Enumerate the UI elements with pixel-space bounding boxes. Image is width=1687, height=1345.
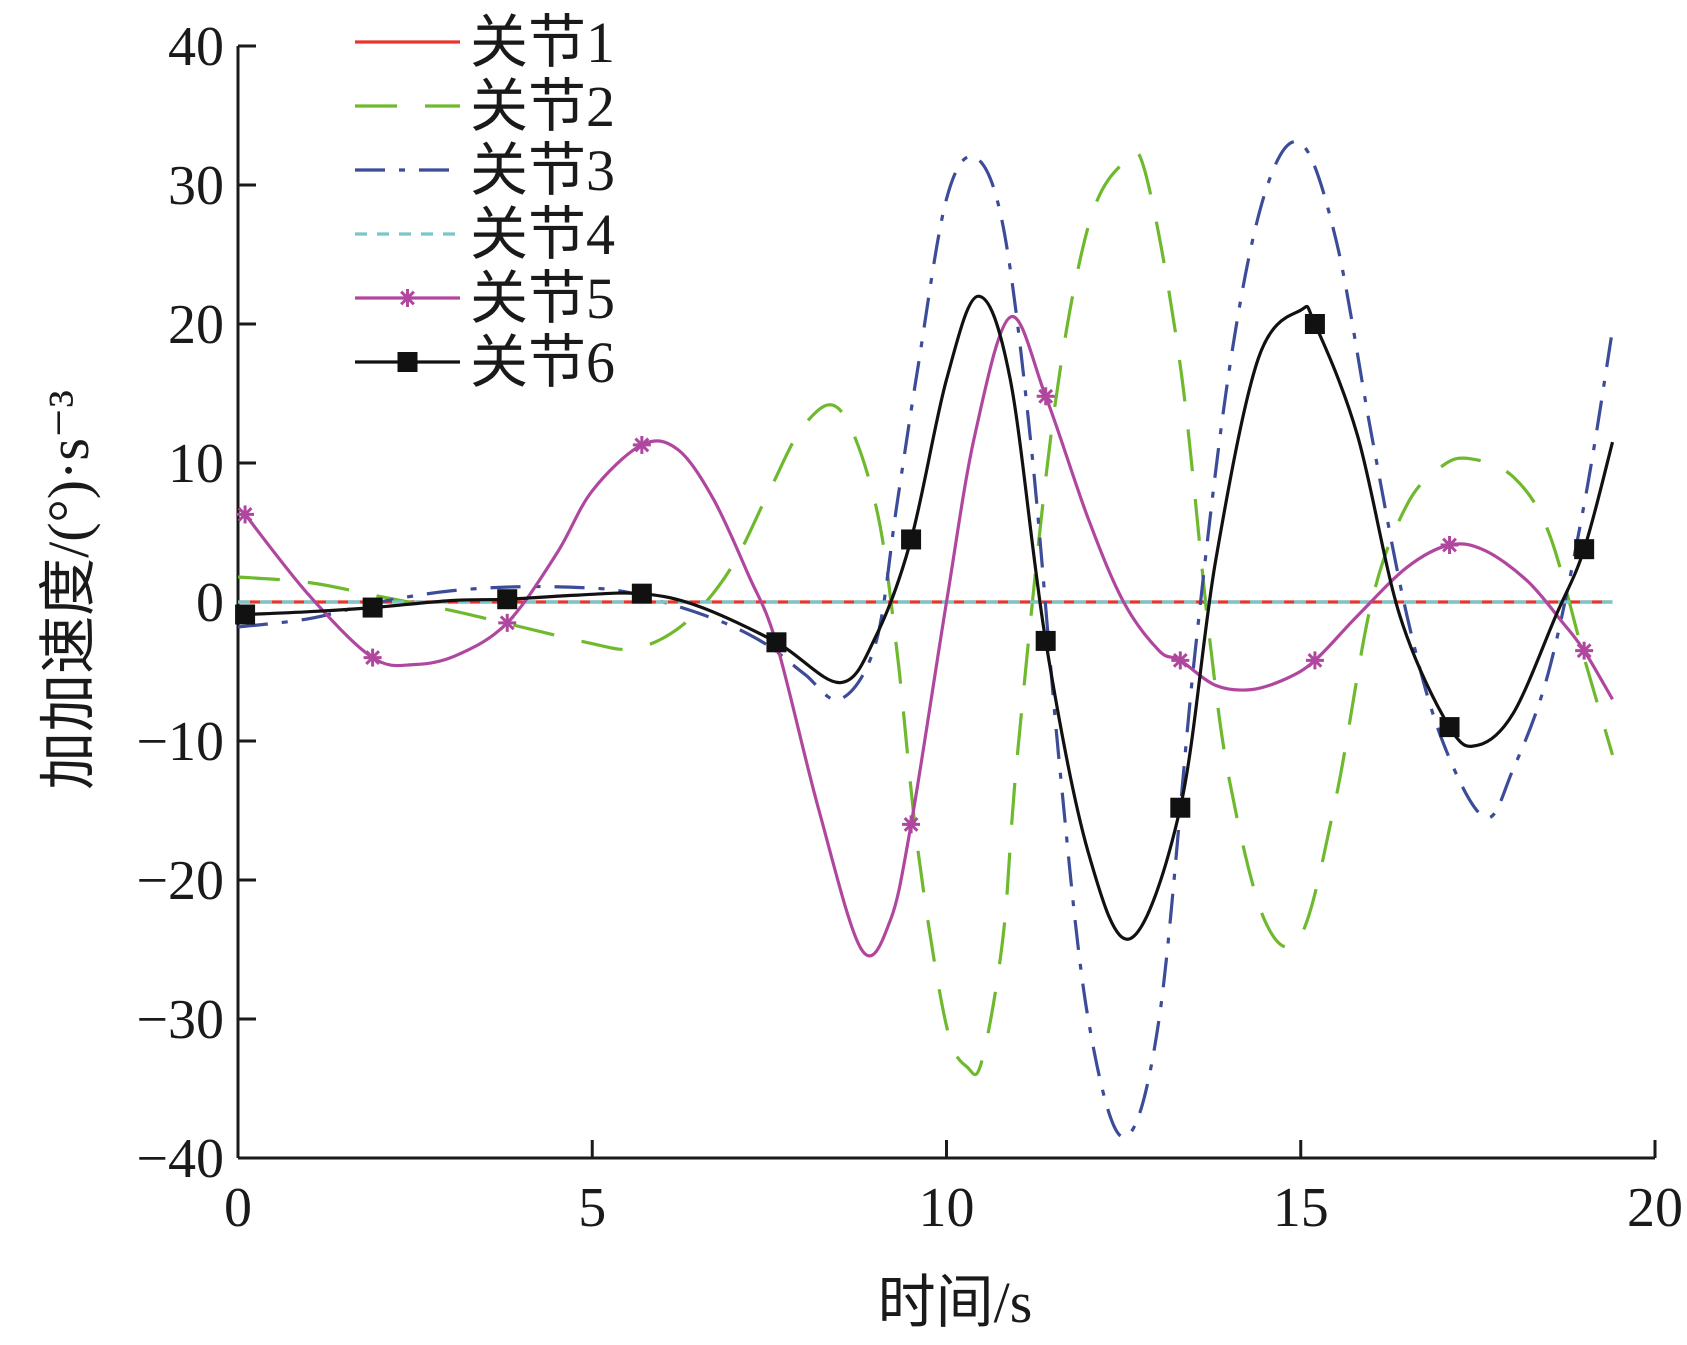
marker-asterisk (902, 815, 921, 834)
legend-label-3: 关节3 (470, 138, 615, 203)
marker-asterisk (1440, 536, 1459, 555)
marker-square (1035, 630, 1056, 651)
x-tick-label: 15 (1273, 1177, 1329, 1239)
x-axis-title: 时间/s (878, 1270, 1033, 1335)
y-tick-label: 40 (168, 16, 224, 78)
x-tick-label: 10 (919, 1177, 975, 1239)
series-line-5 (243, 315, 1614, 958)
marker-square (901, 529, 922, 550)
marker-square (766, 632, 787, 653)
series-line-2 (237, 149, 1615, 1077)
marker-square (1439, 717, 1460, 738)
y-tick-label: −40 (136, 1128, 224, 1190)
y-tick-label: −10 (136, 711, 224, 773)
y-tick-label: −20 (136, 850, 224, 912)
legend-marker-asterisk (398, 289, 417, 307)
marker-asterisk (498, 613, 517, 632)
y-tick-label: −30 (136, 989, 224, 1051)
series-line-3 (237, 140, 1615, 1139)
plot-markers (235, 314, 1595, 834)
legend-marker-square (397, 352, 418, 372)
marker-asterisk (1036, 387, 1055, 406)
x-tick-label: 5 (578, 1177, 606, 1239)
y-tick-label: 20 (168, 294, 224, 356)
y-axis-title: 加加速度/(°)·s⁻³ (36, 390, 101, 790)
marker-square (631, 583, 652, 604)
marker-square (1304, 314, 1325, 334)
marker-asterisk (1305, 651, 1324, 670)
legend-label-6: 关节6 (470, 330, 615, 395)
x-tick-label: 20 (1627, 1177, 1683, 1239)
marker-square (362, 597, 383, 618)
legend-label-1: 关节1 (470, 10, 615, 75)
marker-asterisk (632, 435, 651, 454)
marker-square (497, 589, 518, 610)
legend-label-5: 关节5 (470, 266, 615, 331)
marker-asterisk (1171, 651, 1190, 670)
x-tick-label: 0 (224, 1177, 252, 1239)
legend-label-2: 关节2 (470, 74, 615, 139)
marker-square (235, 604, 256, 625)
marker-square (1170, 797, 1191, 818)
y-tick-label: 0 (196, 572, 224, 634)
marker-square (1574, 539, 1595, 560)
marker-asterisk (363, 648, 382, 667)
y-tick-label: 10 (168, 433, 224, 495)
marker-asterisk (1575, 641, 1594, 660)
legend-label-4: 关节4 (470, 202, 615, 267)
marker-asterisk (236, 505, 255, 524)
y-tick-label: 30 (168, 155, 224, 217)
plot-lines (237, 140, 1615, 1139)
